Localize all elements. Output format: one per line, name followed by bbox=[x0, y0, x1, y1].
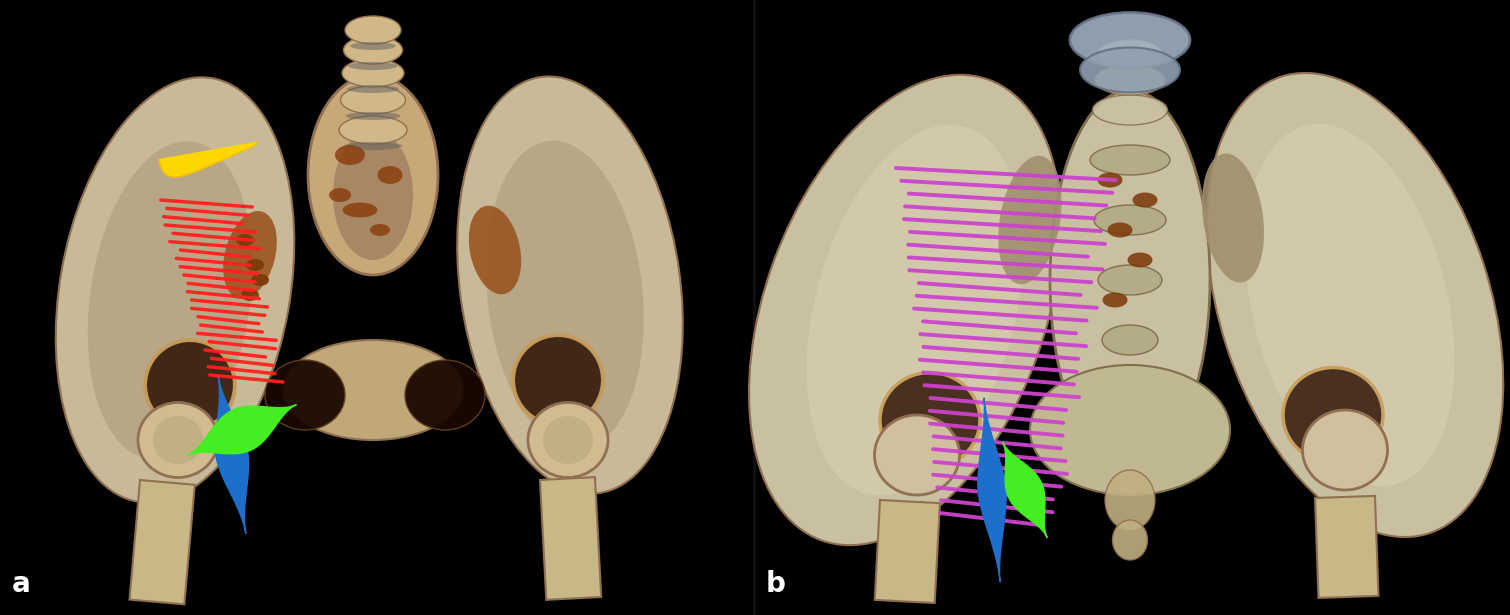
Ellipse shape bbox=[251, 274, 269, 286]
Ellipse shape bbox=[458, 76, 683, 493]
Ellipse shape bbox=[335, 145, 365, 165]
Ellipse shape bbox=[370, 224, 390, 236]
Ellipse shape bbox=[513, 335, 602, 425]
Ellipse shape bbox=[153, 416, 202, 464]
Ellipse shape bbox=[346, 112, 400, 120]
Ellipse shape bbox=[468, 205, 521, 295]
Ellipse shape bbox=[329, 188, 350, 202]
Ellipse shape bbox=[1030, 365, 1231, 495]
Ellipse shape bbox=[749, 75, 1062, 545]
Ellipse shape bbox=[806, 125, 1024, 495]
Ellipse shape bbox=[1080, 47, 1179, 92]
Ellipse shape bbox=[341, 59, 405, 87]
Ellipse shape bbox=[344, 142, 402, 150]
Ellipse shape bbox=[242, 289, 260, 301]
Ellipse shape bbox=[1095, 65, 1166, 95]
Ellipse shape bbox=[1090, 145, 1170, 175]
Ellipse shape bbox=[340, 116, 408, 144]
Ellipse shape bbox=[343, 36, 403, 64]
Ellipse shape bbox=[1098, 172, 1122, 188]
Bar bbox=[130, 480, 195, 605]
Ellipse shape bbox=[1246, 124, 1454, 486]
Ellipse shape bbox=[880, 373, 980, 467]
Polygon shape bbox=[187, 405, 296, 455]
Ellipse shape bbox=[308, 75, 438, 275]
Ellipse shape bbox=[998, 156, 1062, 284]
Bar bbox=[874, 500, 939, 603]
Polygon shape bbox=[216, 376, 249, 534]
Ellipse shape bbox=[1113, 520, 1148, 560]
Ellipse shape bbox=[1105, 470, 1155, 530]
Ellipse shape bbox=[344, 16, 402, 44]
Ellipse shape bbox=[1095, 205, 1166, 235]
Ellipse shape bbox=[1284, 368, 1383, 462]
Bar bbox=[757, 2, 1508, 613]
Ellipse shape bbox=[1107, 223, 1132, 237]
Ellipse shape bbox=[874, 415, 959, 495]
Ellipse shape bbox=[544, 416, 593, 464]
Ellipse shape bbox=[282, 340, 464, 440]
Ellipse shape bbox=[246, 259, 264, 271]
Ellipse shape bbox=[264, 360, 344, 430]
Ellipse shape bbox=[88, 141, 252, 459]
Ellipse shape bbox=[350, 42, 396, 50]
Polygon shape bbox=[978, 398, 1006, 582]
Ellipse shape bbox=[1132, 192, 1158, 207]
Ellipse shape bbox=[528, 402, 609, 477]
Ellipse shape bbox=[347, 85, 399, 93]
Ellipse shape bbox=[1128, 253, 1152, 268]
Ellipse shape bbox=[1303, 410, 1388, 490]
Text: b: b bbox=[766, 570, 785, 598]
Ellipse shape bbox=[56, 77, 294, 502]
Ellipse shape bbox=[236, 234, 254, 246]
Ellipse shape bbox=[1098, 265, 1163, 295]
Ellipse shape bbox=[349, 62, 397, 70]
Ellipse shape bbox=[145, 340, 236, 430]
Ellipse shape bbox=[486, 141, 643, 450]
Polygon shape bbox=[1003, 442, 1048, 538]
Ellipse shape bbox=[1102, 293, 1128, 308]
Bar bbox=[541, 477, 601, 600]
Text: a: a bbox=[12, 570, 30, 598]
Ellipse shape bbox=[1102, 325, 1158, 355]
Bar bbox=[1315, 496, 1379, 598]
Ellipse shape bbox=[1098, 40, 1163, 70]
Ellipse shape bbox=[1071, 12, 1190, 68]
Polygon shape bbox=[159, 142, 258, 177]
Ellipse shape bbox=[1202, 154, 1264, 282]
Ellipse shape bbox=[1206, 73, 1504, 537]
Ellipse shape bbox=[1049, 90, 1210, 470]
Ellipse shape bbox=[137, 402, 217, 477]
Ellipse shape bbox=[378, 166, 403, 184]
Ellipse shape bbox=[343, 202, 378, 218]
Bar bbox=[2, 2, 752, 613]
Ellipse shape bbox=[1093, 95, 1167, 125]
Ellipse shape bbox=[334, 130, 414, 260]
Ellipse shape bbox=[340, 86, 406, 114]
Ellipse shape bbox=[405, 360, 485, 430]
Ellipse shape bbox=[223, 211, 276, 299]
